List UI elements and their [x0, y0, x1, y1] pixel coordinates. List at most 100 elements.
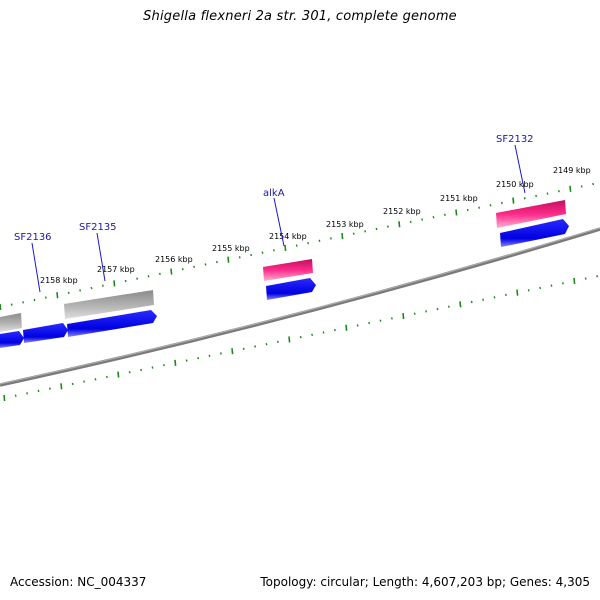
- inner-minor-tick: [561, 282, 564, 285]
- inner-minor-tick: [162, 364, 165, 367]
- inner-minor-tick: [470, 300, 473, 304]
- outer-minor-tick: [124, 279, 127, 283]
- inner-minor-tick: [390, 317, 393, 320]
- outer-minor-tick: [466, 208, 469, 212]
- inner-minor-tick: [140, 368, 143, 372]
- inner-major-tick: [174, 359, 177, 366]
- outer-major-tick: [512, 197, 515, 204]
- genome-summary: Topology: circular; Length: 4,607,203 bp…: [260, 575, 590, 589]
- outer-minor-tick: [215, 260, 218, 264]
- gene-feature-sf2132-rna[interactable]: [496, 200, 566, 228]
- outer-minor-tick: [307, 241, 310, 245]
- gene-label-sf2136[interactable]: SF2136: [14, 232, 52, 243]
- inner-major-tick: [573, 277, 576, 285]
- inner-minor-tick: [128, 371, 131, 374]
- gene-feature-sf2132-cds[interactable]: [500, 219, 569, 247]
- leader-line-alka: [273, 197, 285, 247]
- outer-major-tick: [341, 233, 344, 240]
- inner-minor-tick: [197, 356, 200, 360]
- gene-feature-sf2135-pseudo[interactable]: [64, 290, 154, 319]
- inner-minor-tick: [265, 342, 268, 346]
- outer-major-tick: [0, 303, 2, 311]
- inner-minor-tick: [493, 296, 496, 299]
- inner-minor-tick: [413, 312, 416, 315]
- outer-minor-tick: [592, 182, 595, 186]
- inner-minor-tick: [219, 352, 222, 355]
- inner-minor-tick: [151, 366, 154, 369]
- outer-minor-tick: [67, 291, 70, 295]
- outer-minor-tick: [352, 232, 355, 235]
- outer-minor-tick: [478, 206, 481, 209]
- inner-minor-tick: [14, 394, 17, 397]
- outer-minor-tick: [10, 303, 13, 306]
- inner-minor-tick: [356, 324, 359, 327]
- outer-minor-tick: [101, 284, 104, 287]
- inner-major-tick: [288, 336, 291, 343]
- outer-minor-tick: [375, 227, 378, 231]
- kbp-label-2156: 2156 kbp: [155, 255, 193, 264]
- inner-minor-tick: [37, 389, 40, 393]
- accession-label: Accession: NC_004337: [10, 575, 147, 589]
- kbp-label-2149: 2149 kbp: [553, 166, 591, 175]
- inner-minor-tick: [425, 310, 428, 313]
- outer-minor-tick: [329, 237, 332, 240]
- kbp-label-2151: 2151 kbp: [440, 194, 478, 203]
- inner-major-tick: [345, 324, 348, 331]
- outer-minor-tick: [432, 215, 435, 219]
- inner-minor-tick: [276, 340, 279, 344]
- outer-minor-tick: [272, 249, 275, 252]
- inner-minor-tick: [105, 375, 108, 379]
- outer-minor-tick: [238, 256, 241, 259]
- outer-minor-tick: [22, 301, 25, 304]
- gene-label-sf2132[interactable]: SF2132: [496, 134, 534, 145]
- outer-minor-tick: [295, 244, 298, 247]
- inner-major-tick: [459, 301, 462, 308]
- outer-minor-tick: [193, 265, 196, 269]
- gene-feature-alka-cds[interactable]: [266, 278, 316, 300]
- inner-minor-tick: [333, 328, 336, 332]
- gene-label-alka[interactable]: alkA: [263, 188, 285, 199]
- outer-minor-tick: [250, 253, 253, 257]
- inner-minor-tick: [48, 387, 51, 390]
- outer-minor-tick: [136, 277, 139, 280]
- gene-feature-alka-rna[interactable]: [263, 259, 313, 281]
- gene-label-sf2135[interactable]: SF2135: [79, 222, 117, 233]
- inner-major-tick: [117, 371, 120, 378]
- outer-minor-tick: [181, 267, 184, 271]
- inner-minor-tick: [242, 347, 245, 351]
- gene-feature-left-1-cds[interactable]: [23, 323, 68, 343]
- inner-minor-tick: [71, 382, 74, 386]
- inner-minor-tick: [539, 286, 542, 290]
- outer-minor-tick: [409, 220, 412, 224]
- outer-major-tick: [56, 292, 59, 299]
- inner-minor-tick: [185, 359, 188, 362]
- outer-minor-tick: [318, 239, 321, 243]
- leader-line-sf2132: [514, 144, 526, 194]
- inner-minor-tick: [311, 333, 314, 336]
- gene-feature-sf2135-cds[interactable]: [67, 310, 157, 337]
- outer-minor-tick: [147, 275, 150, 278]
- outer-minor-tick: [546, 192, 549, 195]
- inner-minor-tick: [94, 378, 97, 381]
- kbp-label-2152: 2152 kbp: [383, 207, 421, 216]
- outer-major-tick: [113, 280, 116, 287]
- kbp-label-2150: 2150 kbp: [496, 180, 534, 189]
- outer-minor-tick: [386, 225, 389, 228]
- outer-minor-tick: [443, 213, 446, 217]
- outer-minor-tick: [580, 185, 583, 188]
- gene-feature-left-2-cds[interactable]: [0, 331, 24, 348]
- gene-feature-sf2136-pseudo[interactable]: [0, 313, 22, 332]
- leader-line-sf2136: [31, 242, 41, 293]
- inner-minor-tick: [527, 289, 530, 292]
- inner-major-tick: [402, 312, 405, 320]
- inner-minor-tick: [482, 298, 485, 301]
- inner-minor-tick: [436, 307, 439, 311]
- inner-minor-tick: [596, 275, 599, 278]
- inner-minor-tick: [208, 354, 211, 358]
- inner-minor-tick: [299, 335, 302, 339]
- outer-major-tick: [569, 185, 572, 192]
- outer-minor-tick: [535, 194, 538, 198]
- outer-minor-tick: [33, 298, 36, 302]
- outer-minor-tick: [500, 201, 503, 205]
